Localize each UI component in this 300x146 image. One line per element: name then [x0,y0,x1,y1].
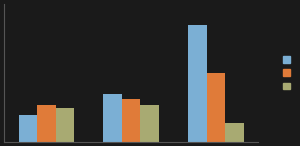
Bar [103,94,122,142]
Bar [206,73,225,142]
Bar [122,99,140,142]
Bar [19,115,37,142]
Bar [56,108,74,142]
Legend: , , : , , [280,52,300,94]
Bar [140,105,159,142]
Bar [225,123,244,142]
Bar [37,105,56,142]
Bar [188,25,206,142]
